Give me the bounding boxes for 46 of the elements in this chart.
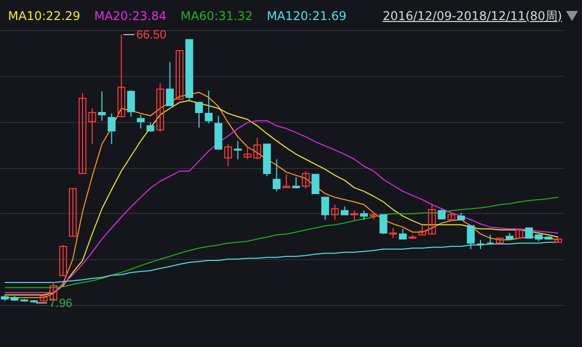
candlestick — [418, 224, 426, 236]
candlestick — [146, 122, 154, 132]
candlestick — [253, 137, 262, 160]
candlestick — [234, 140, 242, 160]
candlestick — [438, 209, 446, 220]
annotation: 7.96 — [48, 296, 73, 310]
candlestick — [98, 90, 106, 122]
text: MA60:31.32 — [180, 9, 253, 23]
candlestick — [525, 228, 533, 239]
candlestick — [49, 282, 58, 300]
candlestick — [78, 92, 86, 174]
candlestick — [360, 210, 368, 220]
candlestick — [321, 196, 330, 220]
annotation: 66.50 — [136, 28, 167, 42]
candlestick — [380, 214, 388, 234]
candlestick — [350, 210, 358, 220]
candlestick — [117, 34, 126, 118]
candlestick — [136, 114, 145, 130]
candlestick — [398, 228, 407, 240]
candlestick — [486, 234, 494, 245]
candlestick — [156, 82, 164, 132]
candlestick — [330, 204, 339, 220]
candlestick — [68, 188, 77, 237]
candlestick — [88, 108, 96, 145]
candlestick — [166, 62, 174, 106]
candlestick — [195, 102, 203, 128]
candlestick — [428, 203, 436, 234]
candlestick — [302, 170, 310, 190]
candlestick — [389, 228, 398, 239]
candlestick — [282, 174, 290, 188]
candlestick — [176, 50, 184, 100]
candlestick — [224, 144, 232, 167]
candlestick — [59, 244, 67, 276]
candlestick — [244, 146, 252, 160]
candlestick — [312, 174, 320, 194]
text: MA20:23.84 — [94, 9, 166, 23]
candlestick — [466, 225, 475, 250]
candlestick — [476, 239, 484, 250]
text: MA10:22.29 — [8, 9, 80, 23]
candlestick — [204, 90, 213, 124]
text: 2016/12/09-2018/12/11(80周) — [382, 8, 562, 24]
candlestick — [127, 90, 135, 118]
text: MA120:21.69 — [266, 9, 347, 23]
candlestick — [272, 158, 281, 192]
candlestick — [292, 176, 300, 190]
candlestick — [108, 112, 116, 145]
